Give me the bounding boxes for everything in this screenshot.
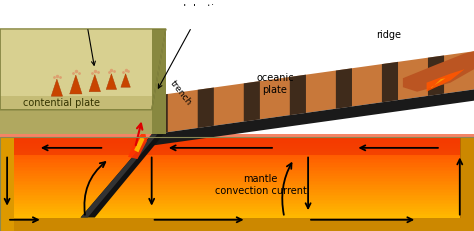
Polygon shape xyxy=(134,137,145,153)
Polygon shape xyxy=(0,211,474,212)
Polygon shape xyxy=(0,142,474,143)
Polygon shape xyxy=(0,184,474,185)
Polygon shape xyxy=(0,165,474,167)
Polygon shape xyxy=(0,201,474,203)
Polygon shape xyxy=(0,7,474,30)
Polygon shape xyxy=(0,162,474,164)
Text: oceanic
plate: oceanic plate xyxy=(256,73,294,94)
Polygon shape xyxy=(0,178,474,179)
Polygon shape xyxy=(0,212,474,214)
Polygon shape xyxy=(0,214,474,215)
Polygon shape xyxy=(198,88,214,128)
Polygon shape xyxy=(0,167,474,168)
Polygon shape xyxy=(0,200,474,201)
Polygon shape xyxy=(0,215,474,217)
Polygon shape xyxy=(0,192,474,193)
Polygon shape xyxy=(0,30,152,110)
Polygon shape xyxy=(428,56,444,97)
Polygon shape xyxy=(0,168,474,170)
Polygon shape xyxy=(0,176,474,178)
Polygon shape xyxy=(81,135,157,218)
Polygon shape xyxy=(152,30,166,135)
Polygon shape xyxy=(0,154,474,156)
Polygon shape xyxy=(0,170,474,171)
Polygon shape xyxy=(0,149,474,151)
Polygon shape xyxy=(382,63,398,103)
Polygon shape xyxy=(0,203,474,204)
Polygon shape xyxy=(0,146,474,148)
Polygon shape xyxy=(0,209,474,211)
Polygon shape xyxy=(0,159,474,161)
Polygon shape xyxy=(0,220,474,222)
Polygon shape xyxy=(0,157,474,159)
Polygon shape xyxy=(0,151,474,153)
Polygon shape xyxy=(0,185,474,187)
Polygon shape xyxy=(152,94,168,135)
Polygon shape xyxy=(0,228,474,229)
Polygon shape xyxy=(0,171,474,173)
Polygon shape xyxy=(0,225,474,226)
Polygon shape xyxy=(0,187,474,189)
Polygon shape xyxy=(0,135,474,155)
Polygon shape xyxy=(403,52,474,92)
Polygon shape xyxy=(0,179,474,181)
Polygon shape xyxy=(81,135,164,218)
Polygon shape xyxy=(0,148,474,149)
Polygon shape xyxy=(460,137,474,231)
Polygon shape xyxy=(0,226,474,228)
Polygon shape xyxy=(0,207,474,209)
Text: mantle
convection current: mantle convection current xyxy=(215,173,307,195)
Polygon shape xyxy=(336,69,352,109)
Polygon shape xyxy=(431,79,446,89)
Polygon shape xyxy=(0,217,474,219)
Polygon shape xyxy=(51,80,63,97)
Polygon shape xyxy=(0,223,474,225)
Polygon shape xyxy=(70,76,82,94)
Polygon shape xyxy=(0,173,474,175)
Polygon shape xyxy=(0,182,474,184)
Polygon shape xyxy=(0,139,474,140)
Polygon shape xyxy=(121,74,130,88)
Polygon shape xyxy=(0,153,474,154)
Polygon shape xyxy=(0,164,474,165)
Polygon shape xyxy=(0,140,474,142)
Polygon shape xyxy=(0,195,474,197)
Polygon shape xyxy=(0,218,474,231)
Polygon shape xyxy=(0,206,474,207)
Polygon shape xyxy=(0,193,474,195)
Polygon shape xyxy=(152,90,474,146)
Polygon shape xyxy=(0,219,474,220)
Polygon shape xyxy=(106,74,117,90)
Polygon shape xyxy=(0,137,474,139)
Text: trench: trench xyxy=(168,78,193,106)
Polygon shape xyxy=(0,181,474,182)
Polygon shape xyxy=(0,222,474,223)
Polygon shape xyxy=(0,229,474,231)
Polygon shape xyxy=(0,197,474,198)
Polygon shape xyxy=(244,82,260,122)
Polygon shape xyxy=(0,190,474,192)
Polygon shape xyxy=(0,156,474,157)
Polygon shape xyxy=(427,70,465,92)
Polygon shape xyxy=(0,137,14,231)
Text: mid-ocean
ridge: mid-ocean ridge xyxy=(363,18,414,40)
Polygon shape xyxy=(0,189,474,190)
Polygon shape xyxy=(0,198,474,200)
Polygon shape xyxy=(152,52,474,135)
Polygon shape xyxy=(0,145,474,146)
Text: contential plate: contential plate xyxy=(23,97,100,107)
Polygon shape xyxy=(128,130,147,159)
Polygon shape xyxy=(0,175,474,176)
Polygon shape xyxy=(0,143,474,145)
Polygon shape xyxy=(0,204,474,206)
Polygon shape xyxy=(89,75,100,92)
Text: subduction
zone: subduction zone xyxy=(158,4,226,89)
Polygon shape xyxy=(0,97,152,110)
Text: volcanoes: volcanoes xyxy=(61,11,110,66)
Polygon shape xyxy=(0,161,474,162)
Polygon shape xyxy=(0,110,152,135)
Polygon shape xyxy=(290,75,306,116)
